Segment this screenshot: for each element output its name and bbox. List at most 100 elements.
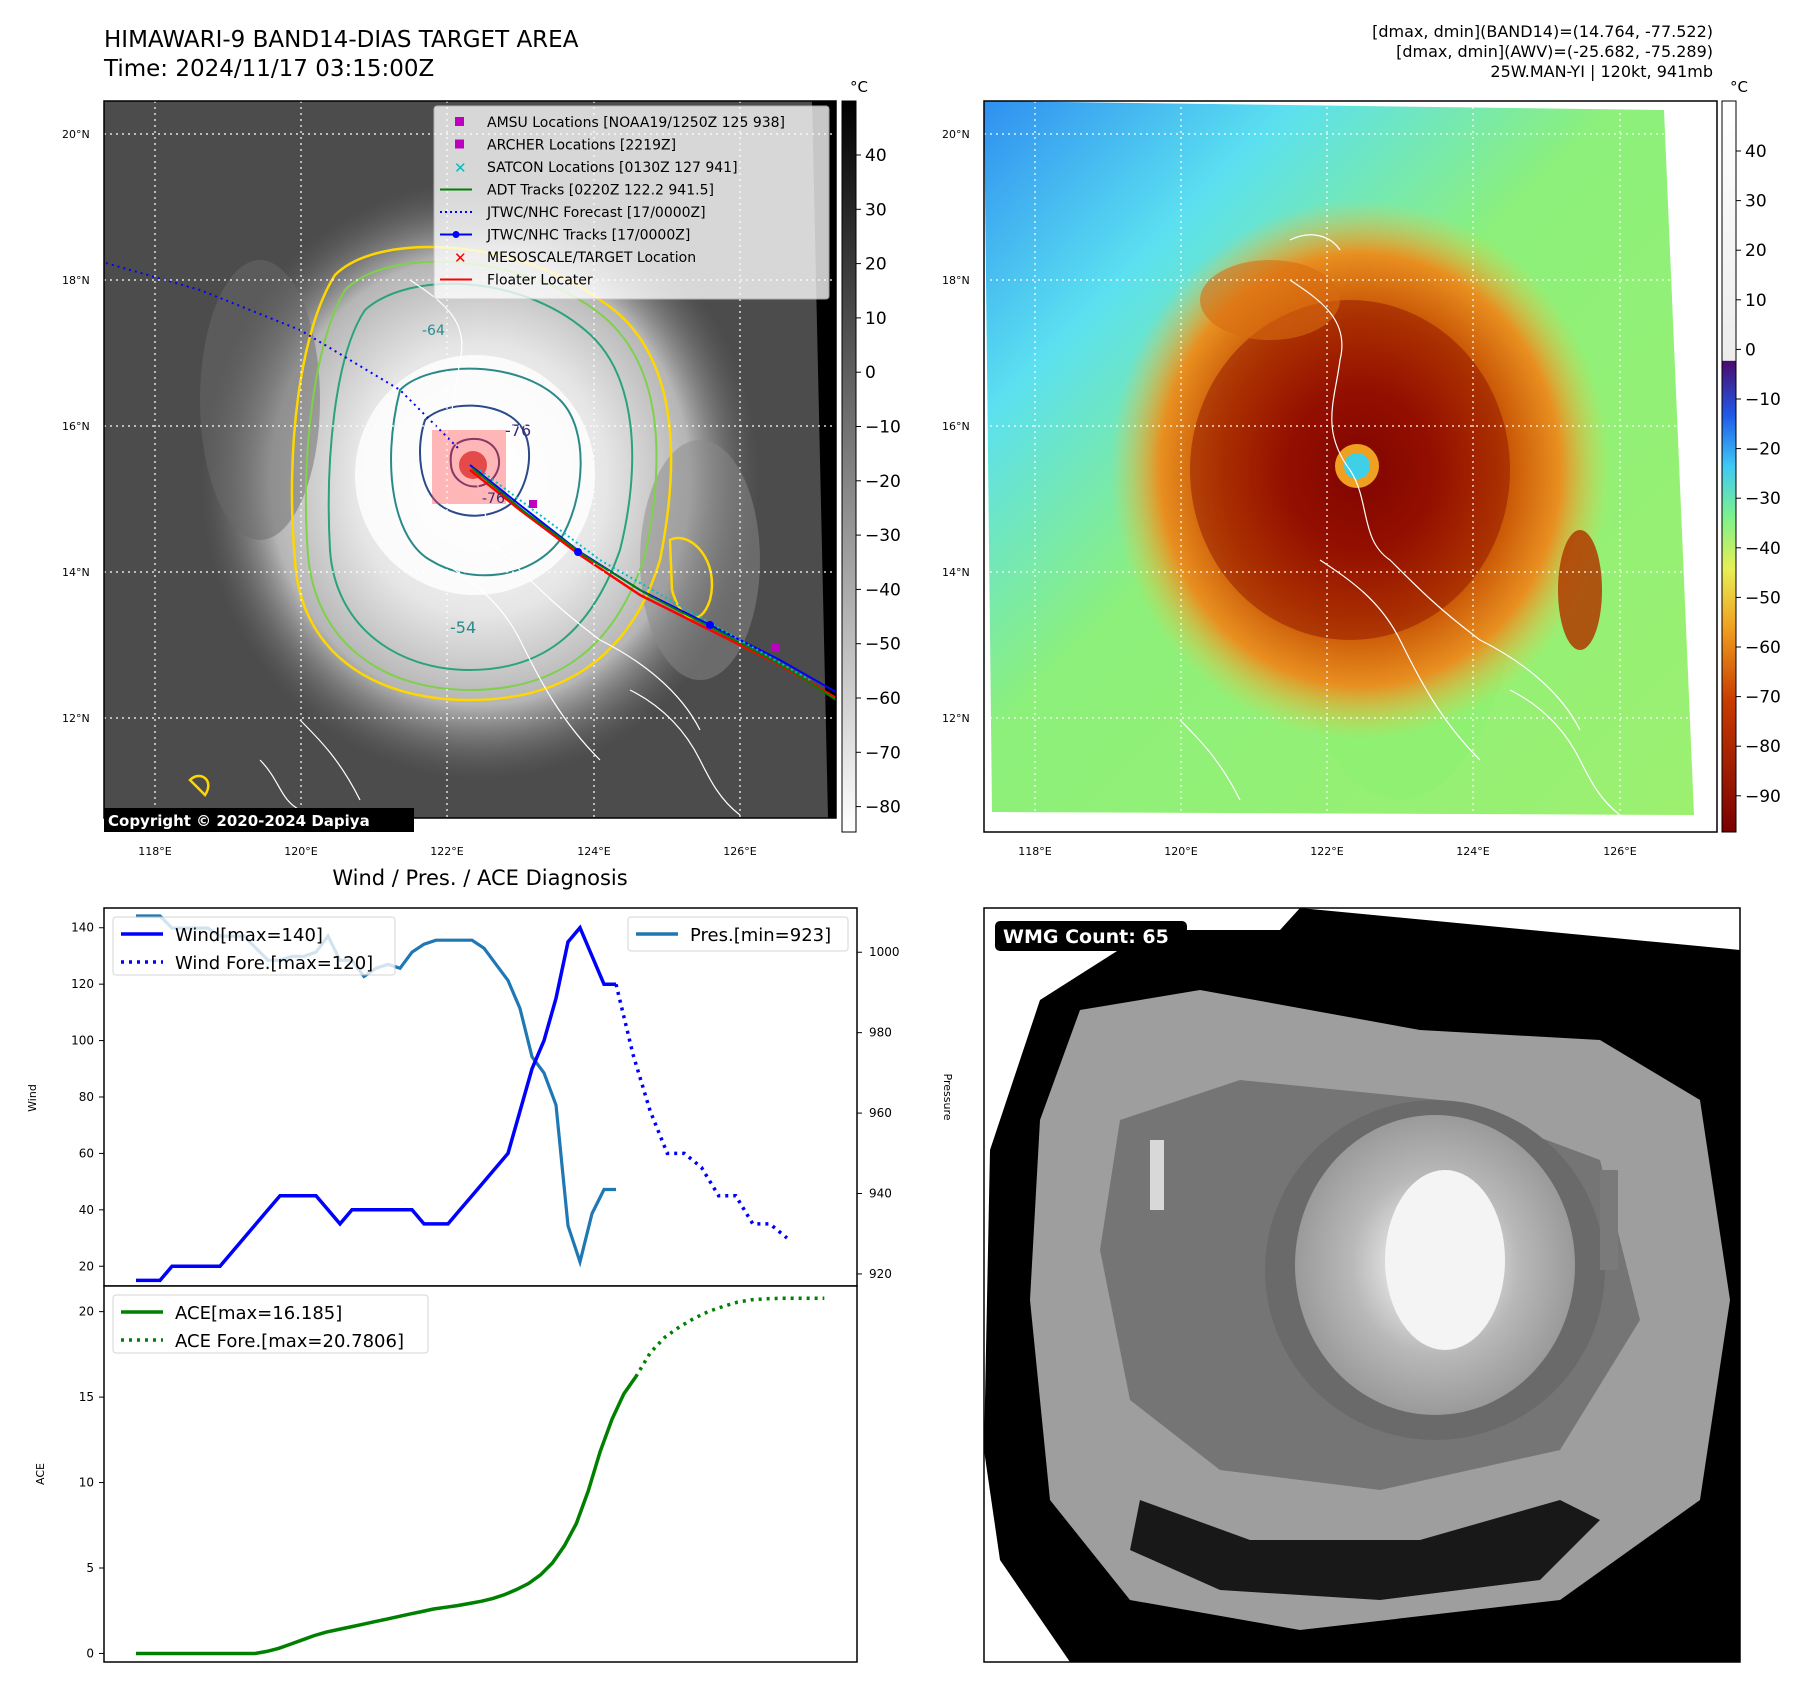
legend-row: Floater Locater bbox=[440, 273, 593, 289]
amsu-location-marker bbox=[529, 500, 537, 508]
ytick-label: 960 bbox=[869, 1106, 892, 1120]
jtwc-track-point bbox=[574, 548, 582, 556]
colorbar-tick-label: −20 bbox=[865, 472, 901, 492]
legend-label: SATCON Locations [0130Z 127 941] bbox=[487, 160, 738, 176]
colorbar-tick-label: −60 bbox=[1745, 638, 1781, 658]
lon-label: 120°E bbox=[1164, 845, 1197, 858]
figure-info: [dmax, dmin](BAND14)=(14.764, -77.522) [… bbox=[1372, 22, 1713, 82]
wind-legend-left: Wind[max=140] Wind Fore.[max=120] bbox=[112, 916, 396, 976]
figure-title: HIMAWARI-9 BAND14-DIAS TARGET AREA Time:… bbox=[104, 26, 578, 84]
info-band14-range: [dmax, dmin](BAND14)=(14.764, -77.522) bbox=[1372, 22, 1713, 41]
colorbar-tick-label: 40 bbox=[865, 146, 887, 166]
colorbar-tick-label: 20 bbox=[865, 255, 887, 275]
archer-location-marker bbox=[771, 643, 779, 651]
ytick-label: 0 bbox=[86, 1646, 94, 1660]
legend-wind-forecast: Wind Fore.[max=120] bbox=[175, 953, 373, 974]
lon-label: 122°E bbox=[1310, 845, 1343, 858]
ytick-label: 940 bbox=[869, 1187, 892, 1201]
colorbar-tick-label: −40 bbox=[865, 580, 901, 600]
legend-row: ARCHER Locations [2219Z] bbox=[455, 138, 676, 154]
ir-lon-labels: 118°E 120°E 122°E 124°E 126°E bbox=[138, 845, 756, 858]
contour-label: -54 bbox=[450, 618, 476, 637]
colorbar-tick-label: 30 bbox=[865, 200, 887, 220]
lat-label: 18°N bbox=[942, 274, 970, 287]
legend-row: ADT Tracks [0220Z 122.2 941.5] bbox=[440, 183, 714, 199]
lat-label: 14°N bbox=[942, 566, 970, 579]
lon-label: 124°E bbox=[577, 845, 610, 858]
colorbar-tick-label: 10 bbox=[1745, 291, 1767, 311]
wind-pressure-chart: Wind / Pres. / ACE Diagnosis Wind Pressu… bbox=[26, 866, 954, 1287]
ytick-label: 120 bbox=[71, 977, 94, 991]
ytick-label: 20 bbox=[79, 1305, 94, 1319]
colorbar-tick-label: 0 bbox=[865, 363, 876, 383]
ytick-label: 40 bbox=[79, 1203, 94, 1217]
awv-map-frame bbox=[983, 100, 1718, 833]
ir-map-panel: -76 -76 -64 -54 Copyright © 2020-2024 Da… bbox=[62, 78, 901, 858]
colorbar-tick-label: −10 bbox=[1745, 390, 1781, 410]
lat-label: 16°N bbox=[62, 420, 90, 433]
wind-legend-right: Pres.[min=923] bbox=[627, 916, 849, 952]
wmg-frame bbox=[983, 907, 1741, 1663]
awv-colorbar-ticks: 40 30 20 10 0 −10 −20 −30 −40 −50 −60 −70 −80 −90 bbox=[1736, 142, 1781, 807]
pressure-yticks: 920 940 960 980 1000 bbox=[857, 945, 900, 1281]
colorbar-tick-label: −10 bbox=[865, 418, 901, 438]
pressure-ylabel: Pressure bbox=[941, 1074, 954, 1121]
colorbar-tick-label: −70 bbox=[1745, 688, 1781, 708]
lat-label: 20°N bbox=[942, 128, 970, 141]
contour-label: -76 bbox=[482, 491, 505, 507]
ir-colorbar-unit: °C bbox=[850, 78, 868, 96]
lat-label: 20°N bbox=[62, 128, 90, 141]
awv-coastlines bbox=[1179, 234, 1621, 816]
wmg-panel: WMG Count: 65 bbox=[983, 907, 1741, 1663]
legend-wind: Wind[max=140] bbox=[175, 925, 323, 946]
ytick-label: 15 bbox=[79, 1390, 94, 1404]
jtwc-track-point bbox=[706, 621, 714, 629]
legend-marker-dot bbox=[452, 231, 460, 238]
legend-ace-forecast: ACE Fore.[max=20.7806] bbox=[175, 1331, 404, 1352]
colorbar-tick-label: −40 bbox=[1745, 539, 1781, 559]
legend-row: ✕ MESOSCALE/TARGET Location bbox=[454, 249, 696, 267]
copyright-box bbox=[104, 808, 414, 832]
wind-forecast-line bbox=[614, 983, 789, 1240]
ir-lat-labels: 20°N 18°N 16°N 14°N 12°N bbox=[62, 128, 90, 725]
colorbar-tick-label: 30 bbox=[1745, 192, 1767, 212]
awv-map-panel: 20°N 18°N 16°N 14°N 12°N 118°E 120°E 122… bbox=[942, 78, 1781, 858]
ytick-label: 5 bbox=[86, 1561, 94, 1575]
lat-label: 18°N bbox=[62, 274, 90, 287]
legend-ace: ACE[max=16.185] bbox=[175, 1303, 342, 1324]
legend-label: AMSU Locations [NOAA19/1250Z 125 938] bbox=[487, 115, 785, 131]
legend-label: JTWC/NHC Forecast [17/0000Z] bbox=[486, 205, 706, 221]
legend-label: MESOSCALE/TARGET Location bbox=[487, 250, 696, 266]
colorbar-tick-label: 10 bbox=[865, 309, 887, 329]
ytick-label: 20 bbox=[79, 1259, 94, 1273]
satcon-track bbox=[479, 469, 811, 681]
colorbar-tick-label: −20 bbox=[1745, 440, 1781, 460]
ir-colorbar bbox=[841, 100, 857, 833]
awv-gridlines bbox=[984, 101, 1717, 832]
colorbar-tick-label: −50 bbox=[1745, 588, 1781, 608]
info-awv-range: [dmax, dmin](AWV)=(-25.682, -75.289) bbox=[1396, 42, 1713, 61]
ytick-label: 980 bbox=[869, 1026, 892, 1040]
title-time: Time: 2024/11/17 03:15:00Z bbox=[104, 56, 435, 82]
wmg-count-badge bbox=[995, 921, 1187, 951]
colorbar-tick-label: 40 bbox=[1745, 142, 1767, 162]
ir-legend: AMSU Locations [NOAA19/1250Z 125 938] ARC… bbox=[433, 105, 830, 300]
lat-label: 14°N bbox=[62, 566, 90, 579]
ir-colorbar-ticks: 40 30 20 10 0 −10 −20 −30 −40 −50 −60 −70 −80 bbox=[856, 146, 901, 818]
legend-marker-x: ✕ bbox=[454, 159, 467, 177]
lon-label: 126°E bbox=[1603, 845, 1636, 858]
ace-forecast-line bbox=[634, 1296, 825, 1378]
ace-chart: ACE 0 5 10 15 20 ACE[max=16.185] ACE Fore.[m… bbox=[34, 1285, 858, 1663]
awv-colorbar bbox=[1721, 100, 1737, 833]
lat-label: 16°N bbox=[942, 420, 970, 433]
lon-label: 124°E bbox=[1456, 845, 1489, 858]
chart-title: Wind / Pres. / ACE Diagnosis bbox=[332, 866, 627, 890]
legend-row: JTWC/NHC Tracks [17/0000Z] bbox=[440, 228, 690, 244]
ytick-label: 920 bbox=[869, 1267, 892, 1281]
legend-marker-square bbox=[455, 139, 464, 149]
lon-label: 118°E bbox=[138, 845, 171, 858]
title-product: HIMAWARI-9 BAND14-DIAS TARGET AREA bbox=[104, 27, 579, 53]
mesoscale-target-box bbox=[432, 430, 506, 504]
legend-row: AMSU Locations [NOAA19/1250Z 125 938] bbox=[455, 115, 785, 131]
